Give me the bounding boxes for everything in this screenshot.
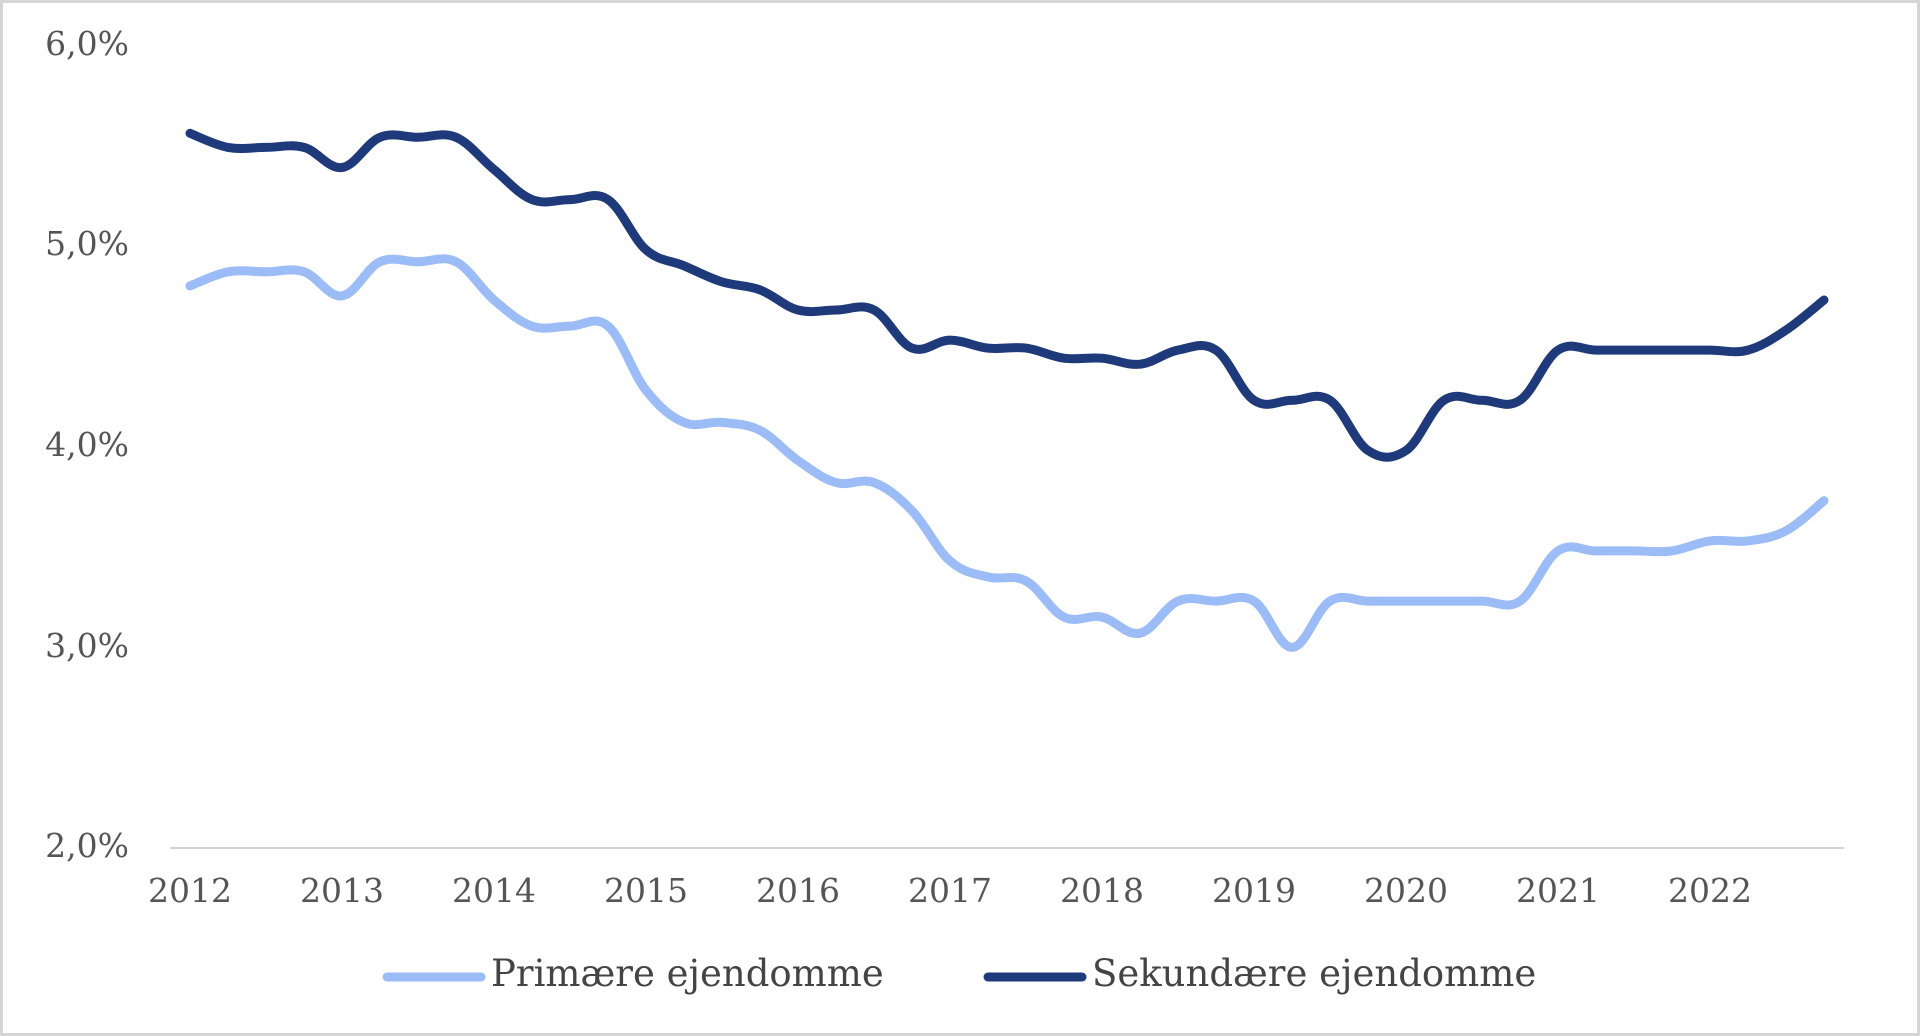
x-tick-label: 2013 (300, 871, 384, 910)
x-tick-label: 2019 (1212, 871, 1296, 910)
x-tick-label: 2014 (452, 871, 536, 910)
line-chart: 6,0% 5,0% 4,0% 3,0% 2,0% 2012 2013 2014 … (45, 24, 1844, 995)
y-tick-label: 5,0% (45, 224, 129, 263)
x-tick-label: 2018 (1060, 871, 1144, 910)
series-layer (185, 128, 1829, 652)
y-tick-label: 4,0% (45, 425, 129, 464)
y-tick-label: 6,0% (45, 24, 129, 63)
series-line-primaere (185, 254, 1829, 652)
x-tick-label: 2015 (604, 871, 688, 910)
legend-label-primaere: Primære ejendomme (491, 952, 884, 995)
x-tick-label: 2016 (756, 871, 840, 910)
x-tick-label: 2012 (148, 871, 232, 910)
y-axis-tick-labels: 6,0% 5,0% 4,0% 3,0% 2,0% (45, 24, 129, 865)
legend: Primære ejendomme Sekundære ejendomme (382, 952, 1536, 995)
x-tick-label: 2021 (1516, 871, 1600, 910)
x-tick-label: 2017 (908, 871, 992, 910)
x-axis-tick-labels: 2012 2013 2014 2015 2016 2017 2018 2019 … (148, 871, 1752, 910)
y-tick-label: 3,0% (45, 626, 129, 665)
legend-label-sekundaere: Sekundære ejendomme (1092, 952, 1536, 995)
series-line-sekundaere (185, 128, 1829, 462)
y-tick-label: 2,0% (45, 826, 129, 865)
x-tick-label: 2020 (1364, 871, 1448, 910)
x-tick-label: 2022 (1668, 871, 1752, 910)
